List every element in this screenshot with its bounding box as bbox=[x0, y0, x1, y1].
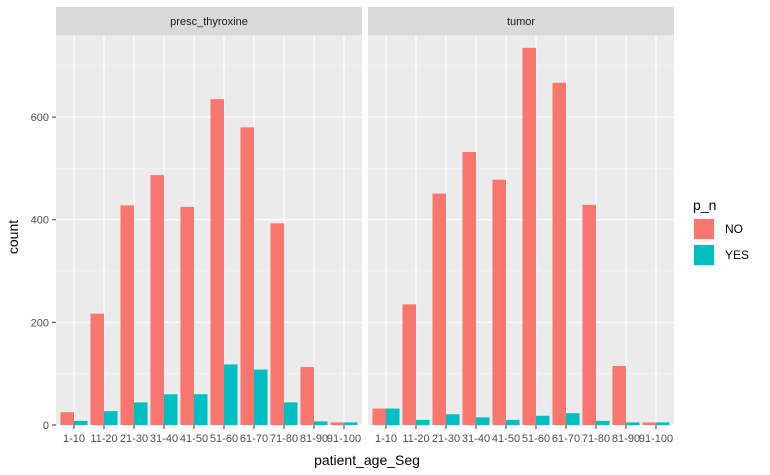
legend-key-no bbox=[694, 219, 714, 239]
y-axis: 0 200 400 600 bbox=[31, 112, 56, 432]
x-tick-label: 91-100 bbox=[327, 433, 361, 445]
legend-title: p_n bbox=[693, 197, 716, 213]
x-tick-label: 71-80 bbox=[582, 433, 610, 445]
bar-no-11-20 bbox=[90, 313, 104, 425]
x-tick-label: 31-40 bbox=[150, 433, 178, 445]
bar-yes-81-90 bbox=[626, 422, 640, 425]
bar-no-71-80 bbox=[582, 204, 596, 425]
legend-key-yes bbox=[694, 245, 714, 265]
x-tick-label: 81-90 bbox=[300, 433, 328, 445]
bar-yes-61-70 bbox=[254, 369, 268, 425]
facet-strip bbox=[368, 7, 674, 35]
x-tick-label: 51-60 bbox=[210, 433, 238, 445]
x-tick-label: 61-70 bbox=[552, 433, 580, 445]
legend: p_n NO YES bbox=[693, 197, 749, 266]
bar-yes-71-80 bbox=[284, 402, 298, 425]
panel-background bbox=[56, 35, 362, 425]
legend-label-yes: YES bbox=[725, 248, 749, 262]
bar-no-11-20 bbox=[402, 304, 416, 425]
x-tick-label: 91-100 bbox=[639, 433, 673, 445]
bar-no-61-70 bbox=[240, 127, 254, 426]
x-tick-label: 11-20 bbox=[90, 433, 117, 445]
panel-background bbox=[368, 35, 674, 425]
bar-yes-81-90 bbox=[314, 421, 328, 425]
x-axis-title: patient_age_Seg bbox=[314, 452, 420, 468]
bar-no-81-90 bbox=[300, 367, 314, 425]
bar-no-1-10 bbox=[372, 408, 386, 425]
bar-yes-21-30 bbox=[134, 402, 148, 425]
x-tick-label: 21-30 bbox=[432, 433, 460, 445]
bar-yes-71-80 bbox=[596, 420, 610, 425]
bar-no-61-70 bbox=[552, 82, 566, 425]
panel-tumor: tumor 1-10 11-20 21-30 31-40 41-50 51-60 61-70 7… bbox=[368, 7, 674, 445]
y-tick-label: 400 bbox=[31, 215, 49, 227]
bar-no-41-50 bbox=[180, 206, 194, 425]
bar-no-51-60 bbox=[210, 99, 224, 425]
bar-yes-51-60 bbox=[536, 415, 550, 425]
bar-no-21-30 bbox=[432, 193, 446, 425]
bar-yes-51-60 bbox=[224, 364, 238, 425]
x-tick-label: 1-10 bbox=[63, 433, 85, 445]
bar-no-51-60 bbox=[522, 47, 536, 425]
x-tick-label: 51-60 bbox=[522, 433, 550, 445]
facet-strip-label: presc_thyroxine bbox=[170, 16, 248, 28]
x-tick-label: 31-40 bbox=[462, 433, 490, 445]
bar-no-91-100 bbox=[642, 422, 656, 425]
bar-no-21-30 bbox=[120, 205, 134, 425]
bar-no-31-40 bbox=[150, 175, 164, 425]
bar-yes-91-100 bbox=[656, 422, 670, 425]
bar-yes-11-20 bbox=[416, 419, 430, 425]
bar-no-91-100 bbox=[330, 422, 344, 425]
facet-strip-label: tumor bbox=[507, 16, 535, 28]
x-tick-label: 1-10 bbox=[375, 433, 397, 445]
bar-no-41-50 bbox=[492, 179, 506, 425]
bar-yes-41-50 bbox=[194, 394, 208, 425]
y-tick-label: 0 bbox=[43, 420, 49, 432]
x-tick-label: 41-50 bbox=[492, 433, 520, 445]
bar-no-71-80 bbox=[270, 223, 284, 425]
x-tick-label: 71-80 bbox=[270, 433, 298, 445]
bar-yes-1-10 bbox=[386, 408, 400, 425]
bar-yes-61-70 bbox=[566, 413, 580, 425]
x-tick-label: 41-50 bbox=[180, 433, 208, 445]
x-tick-label: 61-70 bbox=[240, 433, 268, 445]
y-tick-label: 600 bbox=[31, 112, 49, 124]
bar-no-31-40 bbox=[462, 152, 476, 425]
legend-label-no: NO bbox=[725, 222, 743, 236]
bar-yes-11-20 bbox=[104, 411, 118, 425]
bar-yes-21-30 bbox=[446, 414, 460, 425]
bar-yes-31-40 bbox=[164, 394, 178, 425]
x-tick-label: 11-20 bbox=[402, 433, 429, 445]
bar-yes-41-50 bbox=[506, 419, 520, 425]
panel-presc-thyroxine: presc_thyroxine 1-10 11-20 21-30 31-40 41-50 5… bbox=[56, 7, 362, 445]
y-axis-title: count bbox=[5, 220, 21, 254]
y-tick-label: 200 bbox=[31, 317, 49, 329]
bar-yes-91-100 bbox=[344, 422, 358, 425]
x-tick-label: 21-30 bbox=[120, 433, 148, 445]
bar-no-81-90 bbox=[612, 365, 626, 425]
bar-yes-31-40 bbox=[476, 417, 490, 425]
bar-yes-1-10 bbox=[74, 420, 88, 425]
bar-no-1-10 bbox=[60, 412, 74, 425]
x-tick-label: 81-90 bbox=[612, 433, 640, 445]
facet-strip bbox=[56, 7, 362, 35]
